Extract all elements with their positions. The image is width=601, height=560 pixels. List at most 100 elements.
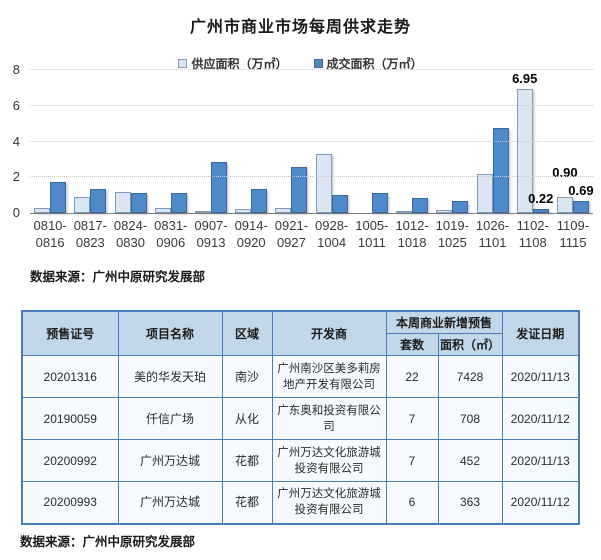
cell-area: 363 [437, 481, 503, 524]
cell-district: 南沙 [221, 355, 273, 398]
bar-group [110, 70, 150, 213]
cell-certificate-no: 20200993 [21, 481, 119, 524]
transaction-legend-swatch-icon [313, 59, 323, 68]
x-axis-line [30, 213, 593, 214]
cell-units: 7 [385, 397, 439, 440]
x-axis-label: 0824- 0830 [113, 218, 148, 250]
x-axis-labels: 0810- 0816 0817- 0823 0824- 0830 0831- 0906 0907… [30, 217, 593, 251]
cell-project-name: 广州万达城 [117, 481, 223, 524]
transaction-bar [572, 200, 589, 213]
x-axis-label: 0921- 0927 [274, 218, 309, 250]
y-axis: 0 2 4 6 8 [0, 62, 24, 220]
bar-group [30, 70, 70, 213]
transaction-bar [90, 188, 107, 213]
supply-bar [396, 211, 413, 213]
x-axis-label: 0928- 1004 [315, 218, 349, 250]
table-row: 20201316 美的华发天珀 南沙 广州南沙区美多莉房地产开发有限公司 22 7428 2… [21, 355, 580, 398]
bar-group [271, 70, 311, 213]
y-tick-label: 2 [12, 169, 20, 185]
cell-area: 452 [437, 439, 503, 482]
transaction-bar [532, 209, 549, 213]
bar-group [432, 70, 472, 213]
cell-units: 22 [385, 355, 439, 398]
supply-bar [516, 88, 533, 213]
cell-district: 从化 [221, 397, 273, 440]
supply-bar [194, 211, 211, 213]
supply-bar [556, 196, 573, 213]
supply-bar [436, 210, 453, 213]
bar-group [472, 70, 512, 213]
cell-certificate-no: 20190059 [21, 397, 119, 440]
transaction-bar [412, 197, 429, 213]
cell-district: 花都 [221, 481, 273, 524]
transaction-bar [251, 188, 268, 213]
cell-issue-date: 2020/11/12 [501, 397, 580, 440]
cell-issue-date: 2020/11/13 [501, 355, 580, 398]
cell-certificate-no: 20200992 [21, 439, 119, 482]
supply-bar [235, 209, 252, 213]
gridline [30, 140, 593, 142]
header-certificate-no: 预售证号 [21, 310, 119, 356]
cell-area: 708 [437, 397, 503, 440]
table-row: 20200993 广州万达城 花都 广州万达文化旅游城投资有限公司 6 363 2020/1… [21, 481, 580, 524]
x-axis-label: 1102- 1108 [516, 218, 549, 250]
transaction-bar [331, 195, 348, 213]
x-axis-label: 0914- 0920 [234, 218, 268, 250]
y-tick-label: 8 [12, 62, 20, 77]
transaction-bar [170, 193, 187, 213]
header-area: 面积（㎡） [437, 333, 503, 356]
x-axis-label: 0907- 0913 [194, 218, 228, 250]
cell-developer: 广州万达文化旅游城投资有限公司 [271, 439, 387, 482]
cell-area: 7428 [437, 355, 503, 398]
cell-developer: 广东奥和投资有限公司 [271, 397, 387, 440]
transaction-bar [291, 166, 308, 213]
bar-group: 0.90 0.69 [552, 70, 594, 213]
x-axis-label: 1012- 1018 [395, 218, 429, 250]
supply-bar [154, 207, 171, 213]
cell-units: 7 [385, 439, 439, 482]
supply-bar [275, 207, 292, 213]
legend-item-supply: 供应面积（万㎡） [178, 55, 288, 72]
transaction-bar [492, 128, 509, 213]
header-district: 区域 [221, 310, 273, 356]
cell-units: 6 [385, 481, 439, 524]
bar-value-label: 0.22 [528, 191, 554, 207]
chart-title: 广州市商业市场每周供求走势 [189, 19, 411, 36]
cell-issue-date: 2020/11/13 [501, 439, 580, 482]
legend-item-transaction: 成交面积（万㎡） [313, 55, 423, 72]
legend-label-transaction: 成交面积（万㎡） [326, 57, 423, 71]
bar-group [151, 70, 191, 213]
x-axis-label: 1109- 1115 [556, 218, 590, 250]
gridline [30, 69, 593, 70]
transaction-bar [130, 193, 147, 213]
cell-developer: 广州万达文化旅游城投资有限公司 [271, 481, 387, 524]
gridline [30, 104, 593, 106]
supply-bar [114, 192, 131, 213]
bar-group: 6.95 0.22 [512, 70, 554, 213]
gridline [30, 176, 593, 178]
cell-district: 花都 [221, 439, 273, 482]
bar-value-label: 0.90 [552, 164, 578, 180]
bar-group [231, 70, 271, 213]
transaction-bar [452, 200, 469, 213]
transaction-bar [371, 193, 388, 213]
table-row: 20190059 仟信广场 从化 广东奥和投资有限公司 7 708 2020/11/12 [21, 397, 580, 440]
bar-group [392, 70, 432, 213]
cell-project-name: 美的华发天珀 [117, 355, 223, 398]
presale-table: 预售证号 项目名称 区域 开发商 本周商业新增预售 发证日期 套数 面积（㎡） … [21, 310, 581, 525]
y-tick-label: 4 [12, 133, 20, 149]
cell-project-name: 仟信广场 [117, 397, 223, 440]
header-units: 套数 [385, 333, 439, 356]
header-issue-date: 发证日期 [501, 310, 580, 356]
bar-group [191, 70, 231, 213]
supply-bar [74, 196, 91, 213]
y-tick-label: 6 [12, 97, 20, 113]
bars-row: 6.95 0.22 0.90 0.69 [30, 70, 594, 213]
x-axis-label: 1005- 1011 [355, 218, 389, 250]
cell-developer: 广州南沙区美多莉房地产开发有限公司 [271, 355, 387, 398]
bar-group [352, 70, 392, 213]
header-weekly-presale-group: 本周商业新增预售 [385, 310, 503, 334]
cell-project-name: 广州万达城 [117, 439, 223, 482]
x-axis-label: 0831- 0906 [154, 218, 188, 250]
